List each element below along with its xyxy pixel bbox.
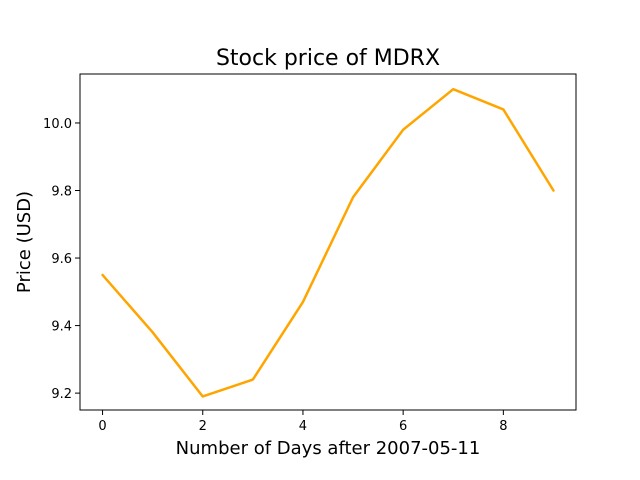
plot-area-frame: [79, 73, 577, 411]
x-tick-label: 8: [499, 419, 507, 434]
y-tick-label: 9.2: [51, 387, 72, 402]
y-axis-label: Price (USD): [14, 191, 35, 293]
x-tick-label: 0: [98, 419, 106, 434]
series-layer: [101, 87, 555, 398]
x-tick-label: 2: [199, 419, 207, 434]
y-tick-label: 9.4: [51, 320, 72, 335]
chart-title: Stock price of MDRX: [216, 46, 440, 71]
y-tick-label: 10.0: [43, 117, 72, 132]
y-tick-label: 9.6: [51, 252, 72, 267]
x-axis-label: Number of Days after 2007-05-11: [176, 438, 481, 459]
x-tick-label: 6: [399, 419, 407, 434]
y-tick-label: 9.8: [51, 185, 72, 200]
x-tick-label: 4: [299, 419, 307, 434]
y-axis: 9.2 9.4 9.6 9.8 10.0: [43, 117, 80, 402]
price-series-line: [101, 87, 555, 398]
x-axis: 0 2 4 6 8: [98, 410, 507, 434]
